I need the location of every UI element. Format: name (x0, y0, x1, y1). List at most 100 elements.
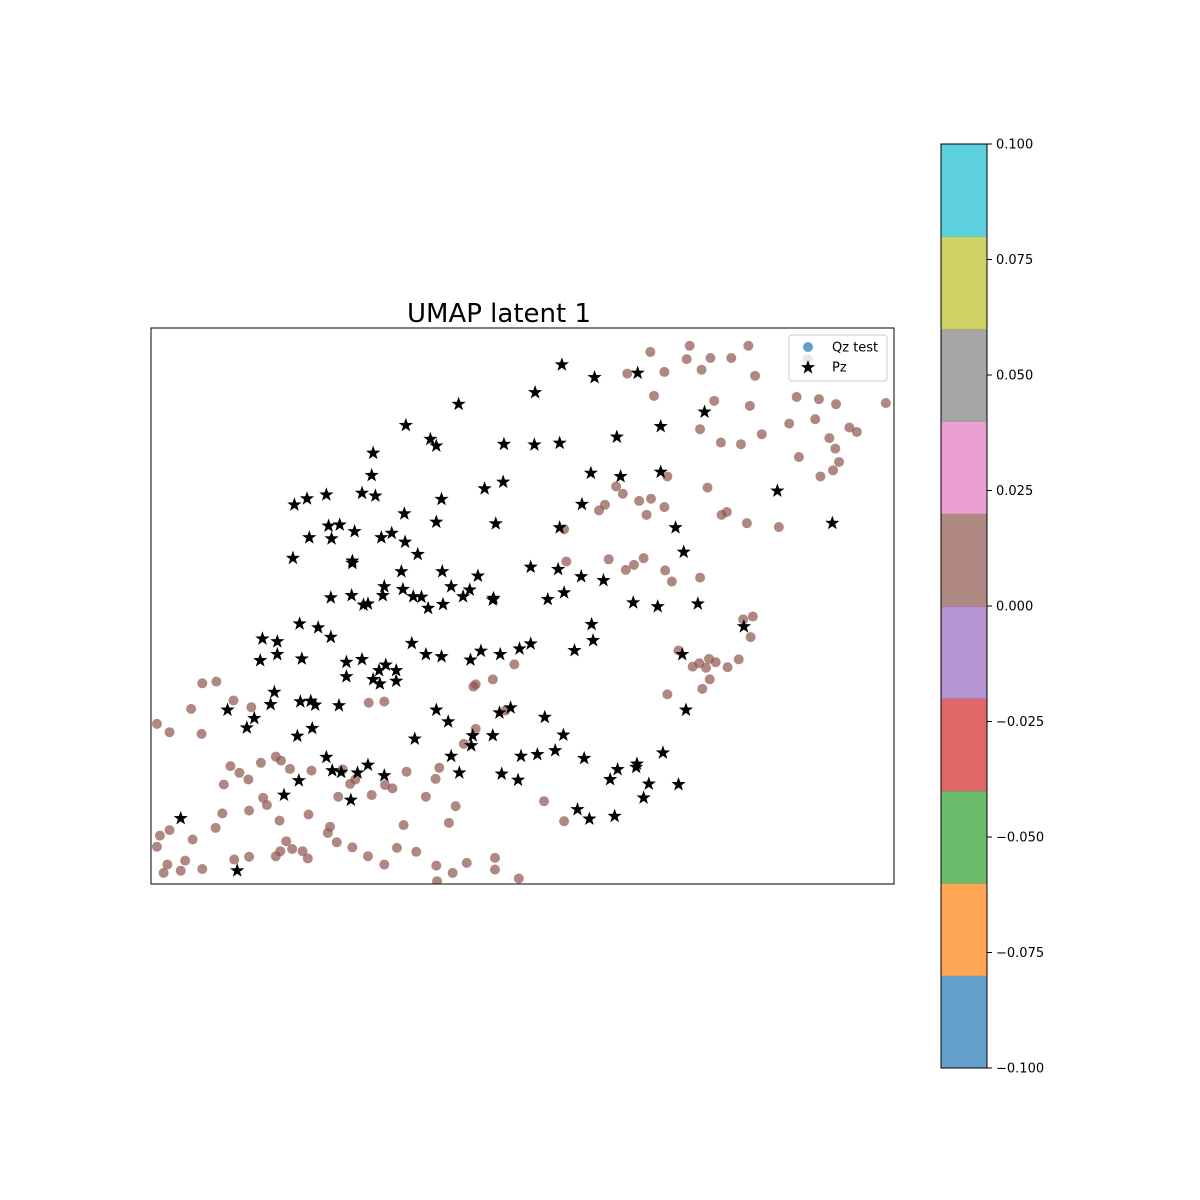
qz-test-point (815, 471, 826, 482)
colorbar-tick-label: 0.050 (996, 369, 1033, 384)
pz-star-point (668, 520, 683, 534)
qz-test-point (322, 827, 333, 838)
qz-test-point (741, 518, 752, 529)
pz-star-point (398, 417, 413, 432)
plot-area (151, 328, 894, 884)
qz-test-point (490, 864, 501, 875)
qz-test-point (345, 778, 356, 789)
qz-test-point (509, 659, 520, 670)
pz-star-point (451, 396, 466, 411)
pz-star-point (321, 518, 336, 532)
pz-star-point (324, 531, 339, 545)
pz-star-point (496, 474, 511, 489)
colorbar-band (941, 790, 987, 884)
pz-star-point (444, 579, 459, 593)
pz-star-point (319, 749, 334, 764)
pz-star-point (485, 728, 500, 742)
qz-test-point (705, 353, 716, 364)
colorbar-tick-label: −0.025 (996, 715, 1044, 730)
pz-star-point (583, 465, 598, 480)
qz-test-point (164, 727, 175, 738)
pz-star-point (552, 520, 567, 534)
qz-test-point (561, 556, 572, 567)
pz-star-point (455, 589, 471, 603)
pz-star-point (452, 765, 467, 779)
pz-star-point (394, 564, 409, 578)
qz-test-point (434, 762, 445, 773)
pz-star-point (574, 496, 590, 511)
pz-star-point (523, 636, 538, 650)
legend-marker-pz (800, 360, 816, 374)
qz-test-point (834, 457, 845, 467)
qz-test-point (773, 522, 784, 533)
qz-test-point (391, 842, 402, 853)
qz-test-point (210, 822, 221, 833)
qz-test-point (366, 790, 377, 801)
colorbar-band (941, 606, 987, 699)
pz-star-point (678, 702, 694, 717)
pz-star-point (494, 766, 509, 780)
qz-test-point (303, 809, 314, 820)
pz-star-point (523, 559, 538, 574)
pz-star-point (429, 514, 444, 529)
colorbar-band (941, 144, 987, 237)
pz-star-point (607, 808, 622, 823)
qz-test-point (659, 502, 670, 513)
pz-star-point (389, 663, 404, 677)
pz-star-point (389, 673, 404, 688)
pz-star-point (395, 581, 411, 596)
pz-star-point (410, 546, 425, 561)
qz-test-point (634, 495, 645, 506)
pz-star-point (347, 524, 362, 538)
qz-test-point (622, 368, 633, 379)
pz-star-point (473, 643, 489, 658)
pz-star-point (655, 745, 671, 759)
pz-star-point (574, 569, 589, 583)
pz-star-point (377, 768, 392, 782)
qz-test-point (331, 837, 342, 848)
pz-star-point (354, 485, 370, 500)
qz-test-point (750, 370, 761, 381)
pz-star-point (429, 438, 444, 452)
pz-star-point (331, 698, 347, 712)
qz-test-point (447, 867, 458, 878)
colorbar-band (941, 328, 987, 422)
qz-test-point (398, 820, 409, 831)
series-layer (151, 340, 891, 884)
pz-star-point (493, 646, 508, 661)
pz-star-point (397, 506, 412, 520)
pz-star-point (323, 590, 338, 604)
pz-star-point (496, 436, 512, 451)
qz-test-point (430, 773, 441, 784)
colorbar-tick-label: −0.100 (996, 1062, 1044, 1077)
pz-star-point (434, 649, 449, 663)
pz-star-point (537, 709, 552, 724)
qz-test-point (274, 815, 285, 826)
qz-test-point (450, 801, 461, 812)
qz-test-point (401, 766, 412, 777)
pz-star-point (463, 652, 478, 666)
legend-label-qz-test: Qz test (832, 341, 878, 356)
qz-test-point (164, 825, 175, 836)
colorbar-tick-label: −0.050 (996, 831, 1044, 846)
legend-label-pz: Pz (832, 361, 847, 376)
qz-test-point (432, 876, 443, 884)
qz-test-point (275, 846, 286, 857)
pz-star-point (368, 488, 383, 502)
pz-star-point (825, 515, 840, 530)
qz-test-point (218, 779, 229, 790)
pz-star-point (610, 761, 625, 776)
pz-star-point (345, 553, 360, 568)
pz-star-point (263, 696, 278, 711)
colorbar-band (941, 421, 987, 515)
pz-star-point (423, 431, 438, 446)
pz-star-point (551, 561, 566, 576)
qz-test-point (287, 843, 298, 854)
qz-test-point (151, 718, 162, 729)
qz-test-point (186, 703, 197, 714)
qz-test-point (284, 763, 295, 774)
qz-test-point (458, 738, 469, 749)
qz-test-point (681, 354, 692, 365)
pz-star-point (293, 694, 308, 708)
qz-test-point (380, 780, 391, 791)
